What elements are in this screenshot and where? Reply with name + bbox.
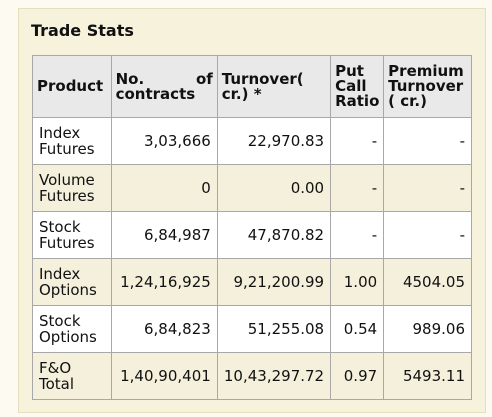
header-contracts: No. of contracts [110, 55, 218, 118]
contracts-cell: 1,24,16,925 [110, 258, 218, 306]
table-row: Volume Futures 0 0.00 - - [32, 164, 472, 212]
table-row: Index Futures 3,03,666 22,970.83 - - [32, 117, 472, 165]
header-product: Product [32, 55, 112, 118]
contracts-cell: 6,84,823 [110, 305, 218, 353]
premium-cell: - [383, 211, 472, 259]
product-name-line-2: Futures [39, 187, 95, 205]
product-name-line-1: Volume [39, 171, 95, 189]
premium-cell: - [383, 164, 472, 212]
turnover-cell: 0.00 [216, 164, 332, 212]
product-name-line-2: Options [39, 328, 97, 346]
pcr-cell: 0.97 [330, 352, 385, 400]
header-pcr-label-2: Call [335, 77, 367, 95]
product-name-line-1: Index [39, 265, 81, 283]
header-turnover: Turnover( cr.) * [216, 55, 332, 118]
header-pcr-label-3: Ratio [335, 92, 380, 110]
pcr-cell: - [330, 164, 385, 212]
product-name-line-1: Stock [39, 312, 81, 330]
header-premium-label-2: Turnover [388, 77, 464, 95]
trade-stats-table: Product No. of contracts Turnover( cr.) … [32, 55, 472, 400]
header-turnover-label-1: Turnover( [221, 69, 304, 88]
trade-stats-panel: Trade Stats Product No. of contracts [18, 8, 486, 413]
product-name-line-2: Futures [39, 140, 95, 158]
header-premium-label-3: ( cr.) [388, 92, 427, 110]
turnover-cell: 10,43,297.72 [216, 352, 332, 400]
product-name-line-1: Stock [39, 218, 81, 236]
product-cell: Index Futures [32, 117, 112, 165]
product-name-line-2: Total [39, 375, 75, 393]
table-row: F&O Total 1,40,90,401 10,43,297.72 0.97 … [32, 352, 472, 400]
pcr-cell: - [330, 117, 385, 165]
header-premium-label-1: Premium [388, 62, 464, 80]
table-row: Stock Options 6,84,823 51,255.08 0.54 98… [32, 305, 472, 353]
product-cell: Volume Futures [32, 164, 112, 212]
panel-title: Trade Stats [31, 21, 134, 40]
product-name-line-1: Index [39, 124, 81, 142]
header-pcr-label-1: Put [335, 62, 364, 80]
header-contracts-label-2: of [195, 69, 213, 88]
product-cell: F&O Total [32, 352, 112, 400]
product-cell: Stock Options [32, 305, 112, 353]
header-turnover-label-2: cr.) * [221, 84, 262, 103]
header-product-label: Product [37, 77, 104, 95]
turnover-cell: 51,255.08 [216, 305, 332, 353]
contracts-cell: 3,03,666 [110, 117, 218, 165]
header-contracts-label-3: contracts [115, 84, 196, 103]
table-row: Stock Futures 6,84,987 47,870.82 - - [32, 211, 472, 259]
contracts-cell: 0 [110, 164, 218, 212]
pcr-cell: 0.54 [330, 305, 385, 353]
product-name-line-1: F&O [39, 359, 72, 377]
pcr-cell: - [330, 211, 385, 259]
premium-cell: 989.06 [383, 305, 472, 353]
product-name-line-2: Futures [39, 234, 95, 252]
header-contracts-label-1: No. [115, 69, 145, 88]
turnover-cell: 47,870.82 [216, 211, 332, 259]
contracts-cell: 6,84,987 [110, 211, 218, 259]
premium-cell: 4504.05 [383, 258, 472, 306]
pcr-cell: 1.00 [330, 258, 385, 306]
turnover-cell: 9,21,200.99 [216, 258, 332, 306]
product-cell: Stock Futures [32, 211, 112, 259]
contracts-cell: 1,40,90,401 [110, 352, 218, 400]
premium-cell: 5493.11 [383, 352, 472, 400]
header-put-call-ratio: Put Call Ratio [330, 55, 385, 118]
product-cell: Index Options [32, 258, 112, 306]
table-row: Index Options 1,24,16,925 9,21,200.99 1.… [32, 258, 472, 306]
table-header-row: Product No. of contracts Turnover( cr.) … [32, 55, 472, 118]
premium-cell: - [383, 117, 472, 165]
turnover-cell: 22,970.83 [216, 117, 332, 165]
header-premium-turnover: Premium Turnover ( cr.) [383, 55, 472, 118]
product-name-line-2: Options [39, 281, 97, 299]
